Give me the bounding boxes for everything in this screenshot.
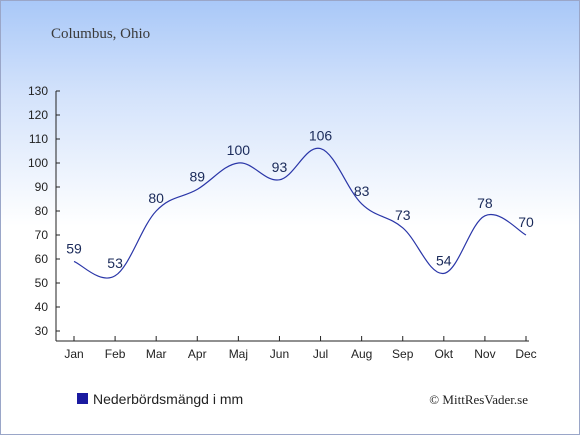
chart-title: Columbus, Ohio xyxy=(51,26,150,42)
x-tick-label: Dec xyxy=(515,347,536,361)
legend-marker xyxy=(77,393,88,404)
x-tick-label: Feb xyxy=(105,347,126,361)
data-label: 93 xyxy=(272,159,288,175)
x-tick-label: Sep xyxy=(392,347,414,361)
x-tick-label: Jan xyxy=(64,347,83,361)
legend-label: Nederbördsmängd i mm xyxy=(93,391,243,407)
x-tick-label: Nov xyxy=(474,347,495,361)
data-label: 100 xyxy=(227,142,251,158)
data-label: 53 xyxy=(107,255,123,271)
credit-text: © MittResVader.se xyxy=(429,392,528,407)
y-tick-label: 120 xyxy=(28,108,48,122)
x-tick-label: Jul xyxy=(313,347,328,361)
data-label: 89 xyxy=(189,168,205,184)
y-tick-label: 30 xyxy=(35,324,49,338)
x-tick-label: Maj xyxy=(229,347,248,361)
y-tick-label: 80 xyxy=(35,204,49,218)
x-tick-label: Okt xyxy=(434,347,453,361)
x-tick-label: Mar xyxy=(146,347,167,361)
y-tick-label: 50 xyxy=(35,276,49,290)
x-tick-label: Jun xyxy=(270,347,289,361)
data-label: 80 xyxy=(148,190,164,206)
y-tick-label: 60 xyxy=(35,252,49,266)
y-tick-label: 130 xyxy=(28,84,48,98)
x-tick-label: Apr xyxy=(188,347,207,361)
data-label: 59 xyxy=(66,240,82,256)
data-label: 78 xyxy=(477,195,493,211)
plot-area: 59 53 80 89 100 93 106 83 73 54 78 70 xyxy=(66,128,534,279)
data-label: 54 xyxy=(436,252,452,268)
data-label: 73 xyxy=(395,207,411,223)
y-tick-label: 100 xyxy=(28,156,48,170)
axes: 30 40 50 60 70 80 90 100 110 120 130 Jan Feb Mar Apr Ma… xyxy=(28,84,537,361)
y-tick-label: 70 xyxy=(35,228,49,242)
data-label: 70 xyxy=(518,214,534,230)
y-tick-label: 90 xyxy=(35,180,49,194)
legend: Nederbördsmängd i mm xyxy=(77,391,243,407)
y-tick-label: 40 xyxy=(35,300,49,314)
series-line xyxy=(73,147,527,279)
x-tick-label: Aug xyxy=(351,347,372,361)
data-label: 83 xyxy=(354,183,370,199)
y-tick-label: 110 xyxy=(29,132,48,146)
data-label: 106 xyxy=(309,128,333,144)
